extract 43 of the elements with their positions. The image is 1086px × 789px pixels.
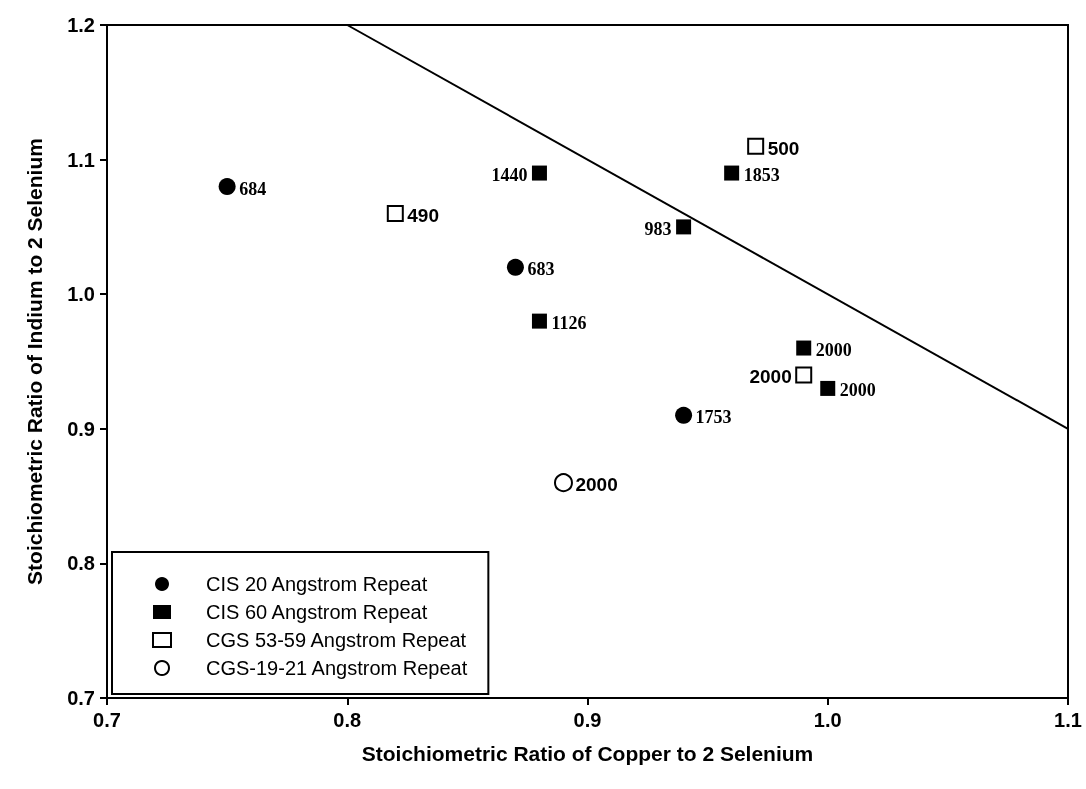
point bbox=[796, 340, 812, 356]
point bbox=[531, 165, 547, 181]
point bbox=[676, 219, 692, 235]
legend-label: CIS 60 Angstrom Repeat bbox=[206, 601, 428, 623]
point bbox=[218, 178, 236, 196]
point bbox=[795, 366, 813, 384]
annotation: 1753 bbox=[695, 407, 732, 428]
annotation: 983 bbox=[644, 218, 672, 239]
x-tick-label: 1.1 bbox=[1054, 709, 1082, 731]
point bbox=[386, 204, 404, 222]
point bbox=[675, 406, 693, 424]
y-tick-label: 0.9 bbox=[67, 417, 95, 440]
x-tick-label: 0.7 bbox=[93, 709, 121, 731]
annotation: 2000 bbox=[749, 366, 792, 388]
legend-label: CIS 20 Angstrom Repeat bbox=[206, 573, 428, 595]
point bbox=[531, 313, 547, 329]
legend-label: CGS 53-59 Angstrom Repeat bbox=[206, 629, 467, 651]
y-tick-label: 0.8 bbox=[67, 552, 95, 575]
annotation: 684 bbox=[239, 178, 267, 199]
annotation: 1126 bbox=[551, 313, 587, 334]
annotation: 1440 bbox=[491, 165, 528, 186]
annotation: 1853 bbox=[743, 165, 780, 186]
x-axis-title: Stoichiometric Ratio of Copper to 2 Selenium bbox=[361, 742, 814, 765]
y-tick-label: 1.1 bbox=[67, 148, 95, 171]
x-tick-label: 1.0 bbox=[813, 709, 842, 731]
point bbox=[724, 165, 740, 181]
annotation: 500 bbox=[767, 137, 800, 159]
x-tick-label: 0.8 bbox=[333, 709, 362, 731]
point bbox=[747, 137, 765, 155]
annotation: 2000 bbox=[575, 474, 618, 496]
annotation: 490 bbox=[407, 204, 439, 226]
x-tick-label: 0.9 bbox=[573, 709, 602, 731]
point bbox=[506, 258, 524, 276]
annotation: 2000 bbox=[815, 340, 852, 361]
annotation: 2000 bbox=[839, 380, 876, 401]
point bbox=[820, 380, 836, 396]
y-tick-label: 0.7 bbox=[67, 687, 95, 709]
y-tick-label: 1.0 bbox=[67, 283, 95, 306]
point bbox=[553, 473, 573, 493]
annotation: 683 bbox=[527, 259, 555, 280]
y-tick-label: 1.2 bbox=[67, 14, 95, 36]
legend-label: CGS-19-21 Angstrom Repeat bbox=[206, 657, 468, 679]
y-axis-title: Stoichiometric Ratio of Indium to 2 Selenium bbox=[23, 138, 46, 585]
